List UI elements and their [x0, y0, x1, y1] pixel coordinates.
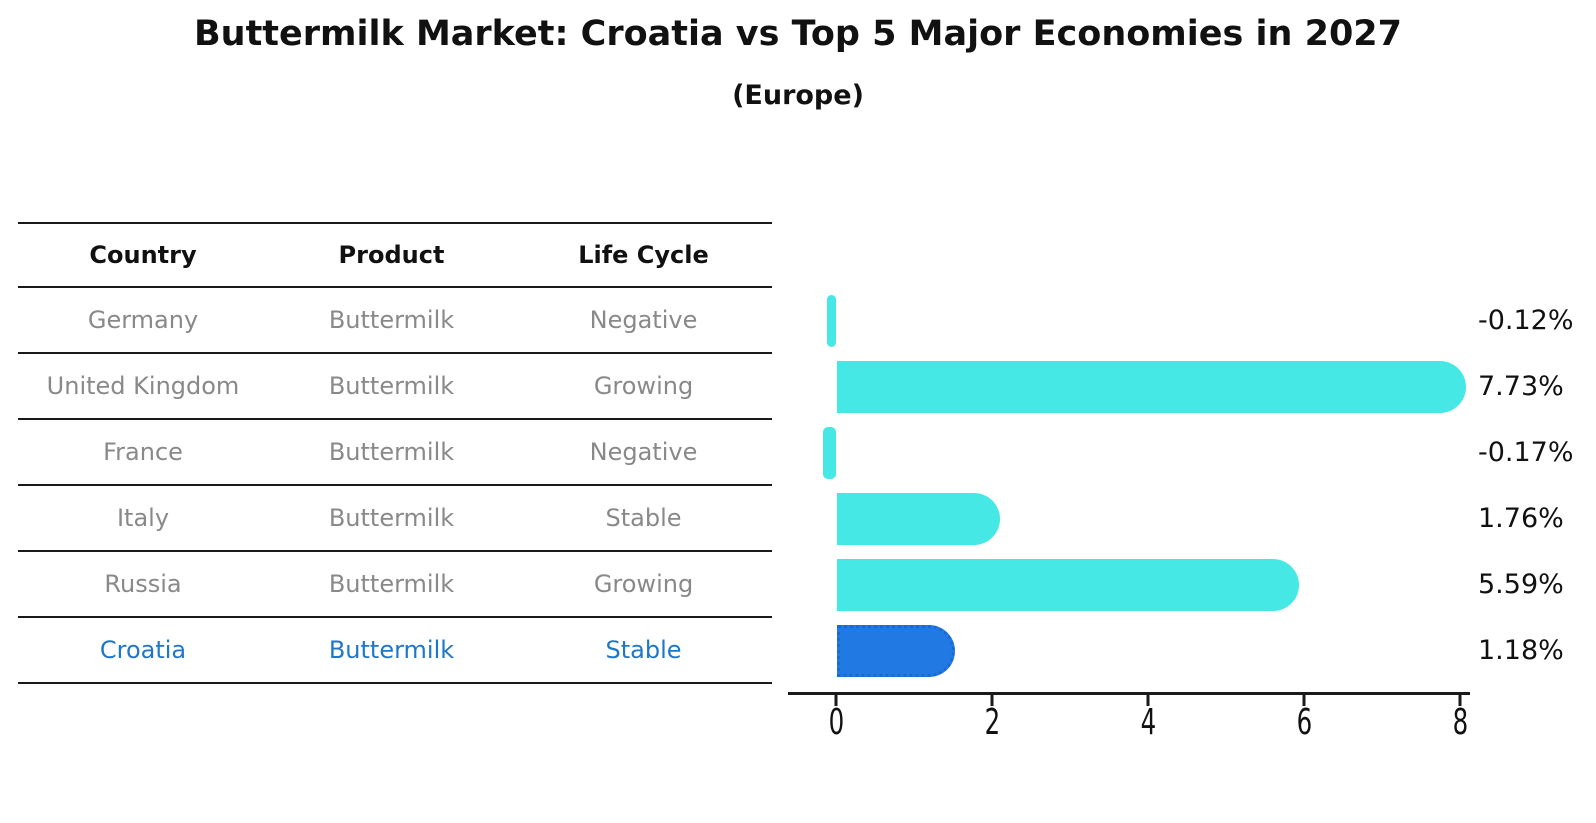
x-axis-tick-label: 6: [1296, 702, 1312, 743]
bar: [822, 427, 836, 479]
cell-product: Buttermilk: [328, 504, 455, 532]
cell-product: Buttermilk: [328, 438, 455, 466]
header-cell-lifecycle: Life Cycle: [578, 241, 709, 269]
table-row: United Kingdom Buttermilk Growing: [18, 354, 772, 420]
table-row: Italy Buttermilk Stable: [18, 486, 772, 552]
x-axis-line: [788, 692, 1470, 695]
cell-product: Buttermilk: [328, 306, 455, 334]
bar-value-label: -0.12%: [1478, 305, 1574, 336]
cell-product: Buttermilk: [328, 372, 455, 400]
cell-country: Germany: [87, 306, 199, 334]
bar: [837, 559, 1300, 611]
x-axis-tick: [1146, 695, 1150, 706]
cell-product: Buttermilk: [328, 636, 455, 664]
table-row: France Buttermilk Negative: [18, 420, 772, 486]
bar: [837, 625, 956, 677]
cell-lifecycle: Negative: [589, 306, 698, 334]
table-header-row: Country Product Life Cycle: [18, 222, 772, 288]
header-cell-product: Product: [338, 241, 445, 269]
table-body: Germany Buttermilk Negative United Kingd…: [18, 288, 772, 684]
cell-lifecycle: Growing: [593, 372, 694, 400]
table-row: Germany Buttermilk Negative: [18, 288, 772, 354]
x-axis-tick: [1302, 695, 1306, 706]
bar-value-label: 1.18%: [1478, 635, 1564, 666]
cell-country: France: [103, 438, 183, 466]
cell-country: United Kingdom: [46, 372, 240, 400]
cell-lifecycle: Negative: [589, 438, 698, 466]
cell-country: Croatia: [99, 636, 187, 664]
chart-subtitle: (Europe): [732, 80, 864, 111]
bar: [837, 493, 1001, 545]
cell-lifecycle: Stable: [605, 636, 682, 664]
bar-value-label: 1.76%: [1478, 503, 1564, 534]
x-axis-tick: [990, 695, 994, 706]
x-axis-tick-label: 8: [1452, 702, 1468, 743]
bar: [826, 295, 836, 347]
x-axis-tick-label: 2: [984, 702, 1000, 743]
market-table: Country Product Life Cycle Germany Butte…: [18, 222, 772, 684]
chart-title: Buttermilk Market: Croatia vs Top 5 Majo…: [193, 14, 1403, 54]
table-row: Russia Buttermilk Growing: [18, 552, 772, 618]
table-row: Croatia Buttermilk Stable: [18, 618, 772, 684]
cell-country: Russia: [104, 570, 182, 598]
cell-country: Italy: [116, 504, 170, 532]
bar-value-label: -0.17%: [1478, 437, 1574, 468]
x-axis-tick-label: 4: [1140, 702, 1156, 743]
bar: [837, 361, 1466, 413]
x-axis-tick-label: 0: [828, 702, 844, 743]
bar-value-label: 7.73%: [1478, 371, 1564, 402]
cell-lifecycle: Stable: [605, 504, 682, 532]
bar-value-label: 5.59%: [1478, 569, 1564, 600]
x-axis-tick: [1458, 695, 1462, 706]
cell-lifecycle: Growing: [593, 570, 694, 598]
x-axis-tick: [834, 695, 838, 706]
header-cell-country: Country: [89, 241, 197, 269]
cell-product: Buttermilk: [328, 570, 455, 598]
